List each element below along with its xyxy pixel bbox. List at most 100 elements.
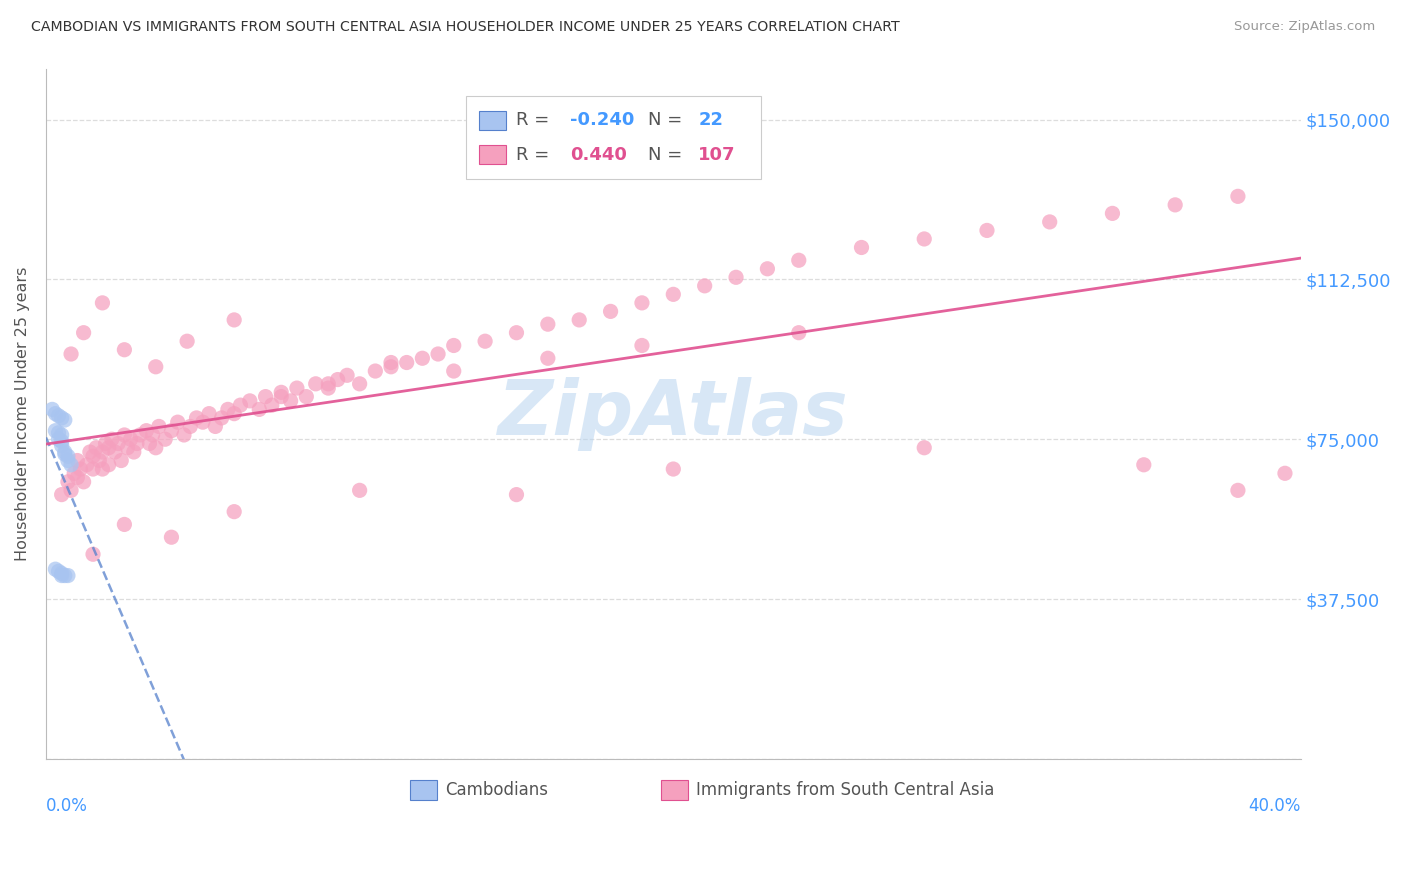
Text: CAMBODIAN VS IMMIGRANTS FROM SOUTH CENTRAL ASIA HOUSEHOLDER INCOME UNDER 25 YEAR: CAMBODIAN VS IMMIGRANTS FROM SOUTH CENTR… [31,20,900,34]
Point [295,390,318,404]
Point [443,364,465,378]
Text: Immigrants from South Central Asia: Immigrants from South Central Asia [696,780,994,799]
Point [395,355,418,369]
Point [51,439,73,453]
Point [474,334,496,349]
Point [1226,483,1249,498]
Point [53,568,76,582]
Point [173,428,195,442]
Point [53,413,76,427]
Point [63,467,86,481]
Point [599,304,621,318]
Point [51,411,73,425]
Point [380,355,402,369]
Point [48,409,70,423]
Point [217,402,239,417]
Point [138,436,160,450]
Point [631,296,654,310]
Point [142,428,165,442]
Point [537,351,560,366]
Point [153,432,176,446]
Point [316,376,339,391]
Point [239,393,262,408]
Point [51,568,73,582]
Point [380,359,402,374]
Point [851,240,873,254]
Point [60,347,83,361]
Point [110,453,132,467]
Point [41,402,63,417]
Text: Cambodians: Cambodians [444,780,548,799]
Point [336,368,359,383]
Point [82,462,104,476]
Point [787,326,810,340]
Point [316,381,339,395]
Bar [661,780,689,799]
Point [270,390,292,404]
Point [204,419,226,434]
Text: 0.0%: 0.0% [46,797,87,814]
Point [66,453,89,467]
Point [112,428,135,442]
Point [1039,215,1062,229]
Point [176,334,198,349]
Point [1226,189,1249,203]
Point [280,393,302,408]
FancyBboxPatch shape [467,96,761,179]
Point [787,253,810,268]
Point [56,450,79,464]
Point [69,462,91,476]
Point [107,436,129,450]
Point [44,424,66,438]
Point [1101,206,1123,220]
Point [120,432,142,446]
Point [104,445,127,459]
Point [254,390,277,404]
Point [662,462,685,476]
Point [91,462,114,476]
Point [631,338,654,352]
Point [44,407,66,421]
Point [44,562,66,576]
Text: ZipAtlas: ZipAtlas [498,376,849,450]
Point [537,317,560,331]
Point [198,407,221,421]
Point [72,475,94,489]
Point [125,436,148,450]
Point [79,445,101,459]
Point [51,428,73,442]
Point [51,566,73,581]
Point [1274,467,1296,481]
Point [60,458,83,472]
Point [101,432,124,446]
Point [117,441,139,455]
Point [1164,198,1187,212]
Point [76,458,98,472]
Point [56,475,79,489]
Point [97,441,120,455]
Point [505,326,527,340]
Point [51,434,73,449]
Point [122,445,145,459]
Point [1133,458,1156,472]
Point [191,415,214,429]
Point [112,343,135,357]
Point [148,419,170,434]
Point [662,287,685,301]
Point [56,453,79,467]
Point [53,445,76,459]
Point [160,530,183,544]
Point [91,296,114,310]
Bar [409,780,437,799]
Point [229,398,252,412]
Point [48,564,70,578]
Point [270,385,292,400]
Text: 22: 22 [699,112,724,129]
Point [94,436,117,450]
Point [349,483,371,498]
Point [260,398,283,412]
Point [60,483,83,498]
Point [349,376,371,391]
Text: N =: N = [648,112,682,129]
Point [443,338,465,352]
